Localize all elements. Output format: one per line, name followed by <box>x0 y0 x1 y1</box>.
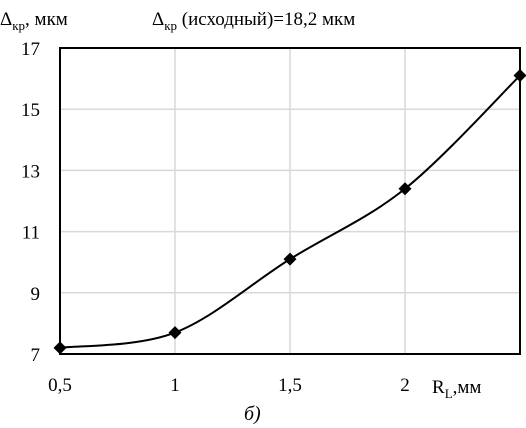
x-tick-label: 1 <box>170 375 180 396</box>
initial-value-note: Δкр (исходный)=18,2 мкм <box>152 9 355 33</box>
y-axis-label-symbol: Δ <box>0 9 12 30</box>
x-tick-label: 1,5 <box>278 375 302 396</box>
figure-caption: б) <box>244 403 261 425</box>
plot-frame <box>59 47 521 355</box>
y-axis-label-unit: , мкм <box>25 9 68 30</box>
x-tick-label: 0,5 <box>48 375 72 396</box>
data-point-3 <box>398 182 412 196</box>
data-point-1 <box>168 326 182 340</box>
note-text: (исходный)=18,2 мкм <box>177 9 355 30</box>
data-point-4 <box>513 69 526 83</box>
x-tick-label: 2 <box>400 375 410 396</box>
x-axis-label: RL,мм <box>432 377 481 401</box>
y-tick-label: 13 <box>21 161 40 182</box>
x-tick-labels: 0,5 1 1,5 2 <box>48 375 410 396</box>
note-subscript: кр <box>164 18 177 33</box>
y-tick-label: 7 <box>31 345 41 366</box>
y-tick-label: 11 <box>22 223 40 244</box>
series-markers <box>53 69 526 355</box>
y-axis-label-subscript: кр <box>12 18 25 33</box>
y-tick-label: 17 <box>21 39 40 60</box>
y-axis-label: Δкр, мкм <box>0 9 68 33</box>
data-point-0 <box>53 341 67 355</box>
grid <box>59 47 520 355</box>
y-tick-labels: 7 9 11 13 15 17 <box>21 39 40 366</box>
note-symbol: Δ <box>152 9 164 30</box>
y-tick-label: 9 <box>31 284 41 305</box>
x-axis-label-subscript: L <box>445 386 453 401</box>
y-tick-label: 15 <box>21 100 40 121</box>
data-point-2 <box>283 252 297 266</box>
x-axis-label-symbol: R <box>432 377 445 398</box>
x-axis-label-unit: ,мм <box>453 377 482 398</box>
